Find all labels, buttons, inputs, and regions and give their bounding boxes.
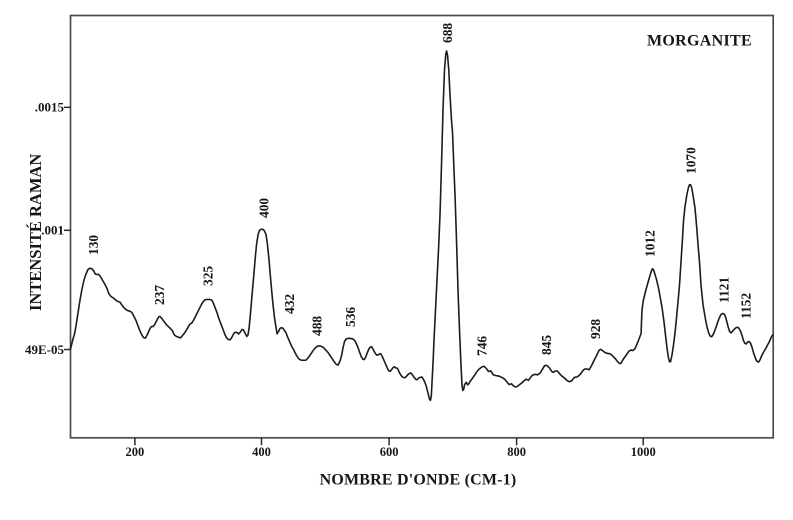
svg-text:432: 432 — [282, 294, 297, 314]
svg-text:NOMBRE D'ONDE (CM-1): NOMBRE D'ONDE (CM-1) — [320, 472, 517, 489]
svg-text:488: 488 — [310, 316, 325, 336]
svg-text:237: 237 — [152, 285, 167, 305]
svg-text:.001: .001 — [41, 223, 64, 238]
svg-text:400: 400 — [257, 198, 272, 218]
svg-text:600: 600 — [380, 445, 399, 459]
svg-text:400: 400 — [252, 445, 271, 459]
svg-text:928: 928 — [588, 319, 603, 339]
svg-text:325: 325 — [201, 266, 216, 286]
svg-text:1000: 1000 — [631, 445, 656, 459]
svg-text:MORGANITE: MORGANITE — [647, 33, 752, 50]
svg-text:130: 130 — [86, 235, 101, 255]
svg-text:49E-05: 49E-05 — [25, 342, 65, 357]
svg-text:1012: 1012 — [643, 230, 658, 257]
svg-text:1152: 1152 — [739, 293, 754, 319]
svg-text:845: 845 — [539, 335, 554, 355]
svg-text:688: 688 — [440, 23, 455, 43]
svg-text:1121: 1121 — [717, 277, 732, 303]
svg-text:.0015: .0015 — [35, 100, 65, 115]
svg-text:200: 200 — [126, 445, 145, 459]
svg-text:INTENSITÉ RAMAN: INTENSITÉ RAMAN — [26, 154, 45, 311]
svg-text:1070: 1070 — [684, 147, 699, 174]
svg-text:746: 746 — [475, 336, 490, 356]
svg-text:536: 536 — [343, 307, 358, 327]
svg-text:800: 800 — [507, 445, 526, 459]
